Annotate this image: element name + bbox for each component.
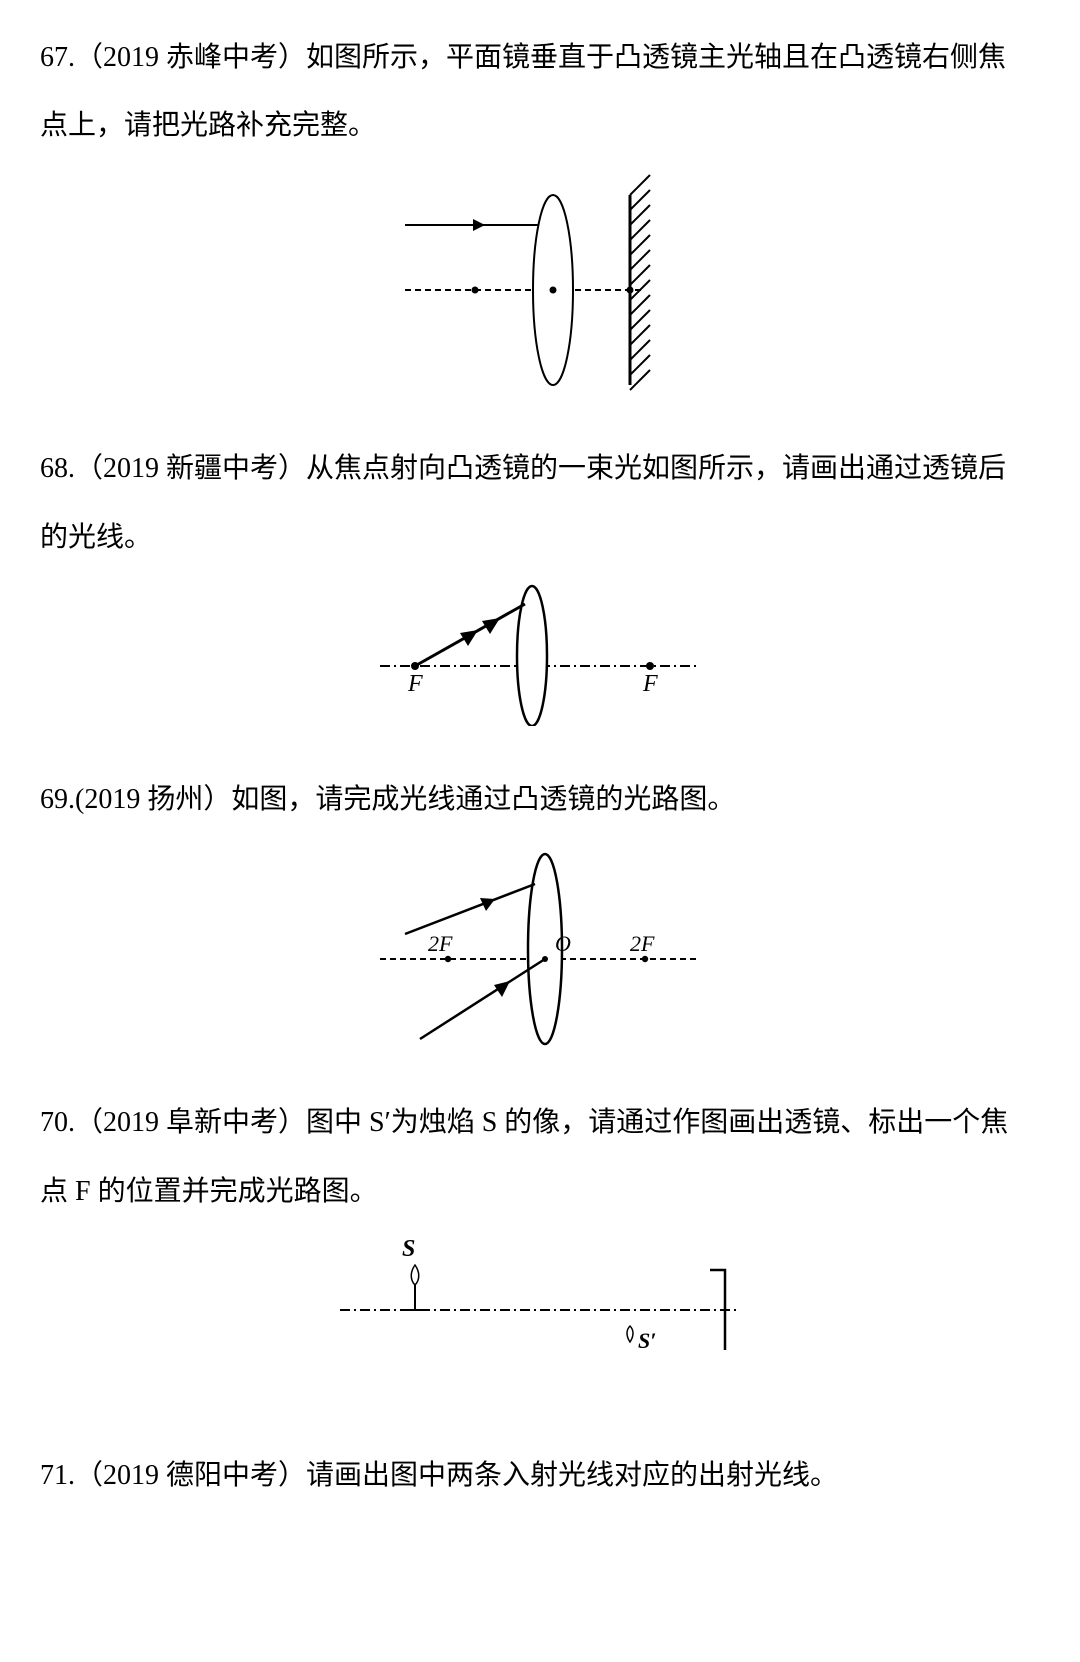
candle-image-diagram: S S′ xyxy=(320,1230,760,1380)
q70-number: 70. xyxy=(40,1107,75,1138)
question-70-line2: 点 F 的位置并完成光路图。 xyxy=(40,1160,1040,1224)
q67-text2: 点上，请把光路补充完整。 xyxy=(40,110,376,141)
question-69: 69.(2019 扬州）如图，请完成光线通过凸透镜的光路图。 xyxy=(40,768,1040,832)
question-67: 67.（2019 赤峰中考）如图所示，平面镜垂直于凸透镜主光轴且在凸透镜右侧焦 xyxy=(40,26,1040,90)
s-label: S xyxy=(402,1236,415,1262)
q70-text2: 点 F 的位置并完成光路图。 xyxy=(40,1176,378,1207)
focal-ray-diagram: F F xyxy=(360,576,720,726)
figure-70: S S′ xyxy=(40,1230,1040,1404)
right-2f-label: 2F xyxy=(630,931,655,956)
figure-68: F F xyxy=(40,576,1040,750)
q69-source: (2019 扬州） xyxy=(75,784,231,815)
q67-source: （2019 赤峰中考） xyxy=(75,42,306,73)
q68-text1: 从焦点射向凸透镜的一束光如图所示，请画出通过透镜后 xyxy=(306,453,1006,484)
q69-text1: 如图，请完成光线通过凸透镜的光路图。 xyxy=(231,784,735,815)
q68-text2: 的光线。 xyxy=(40,522,152,553)
q71-number: 71. xyxy=(40,1460,75,1491)
q68-source: （2019 新疆中考） xyxy=(75,453,306,484)
center-o-label: O xyxy=(555,931,571,956)
question-68-line2: 的光线。 xyxy=(40,506,1040,570)
q71-source: （2019 德阳中考） xyxy=(75,1460,306,1491)
sprime-label: S′ xyxy=(638,1328,656,1353)
right-focus-label: F xyxy=(642,671,658,697)
left-2f-label: 2F xyxy=(428,931,453,956)
q70-text1: 图中 S′为烛焰 S 的像，请通过作图画出透镜、标出一个焦 xyxy=(306,1107,1008,1138)
question-67-line2: 点上，请把光路补充完整。 xyxy=(40,94,1040,158)
left-focus-label: F xyxy=(407,671,423,697)
lens-mirror-diagram xyxy=(375,165,705,395)
two-rays-2f-diagram: 2F O 2F xyxy=(360,839,720,1049)
q70-source: （2019 阜新中考） xyxy=(75,1107,306,1138)
question-68: 68.（2019 新疆中考）从焦点射向凸透镜的一束光如图所示，请画出通过透镜后 xyxy=(40,437,1040,501)
q71-text1: 请画出图中两条入射光线对应的出射光线。 xyxy=(306,1460,838,1491)
q67-number: 67. xyxy=(40,42,75,73)
question-70: 70.（2019 阜新中考）图中 S′为烛焰 S 的像，请通过作图画出透镜、标出… xyxy=(40,1091,1040,1155)
q68-number: 68. xyxy=(40,453,75,484)
q67-text1: 如图所示，平面镜垂直于凸透镜主光轴且在凸透镜右侧焦 xyxy=(306,42,1006,73)
figure-67 xyxy=(40,165,1040,419)
question-71: 71.（2019 德阳中考）请画出图中两条入射光线对应的出射光线。 xyxy=(40,1444,1040,1508)
figure-69: 2F O 2F xyxy=(40,839,1040,1073)
q69-number: 69. xyxy=(40,784,75,815)
